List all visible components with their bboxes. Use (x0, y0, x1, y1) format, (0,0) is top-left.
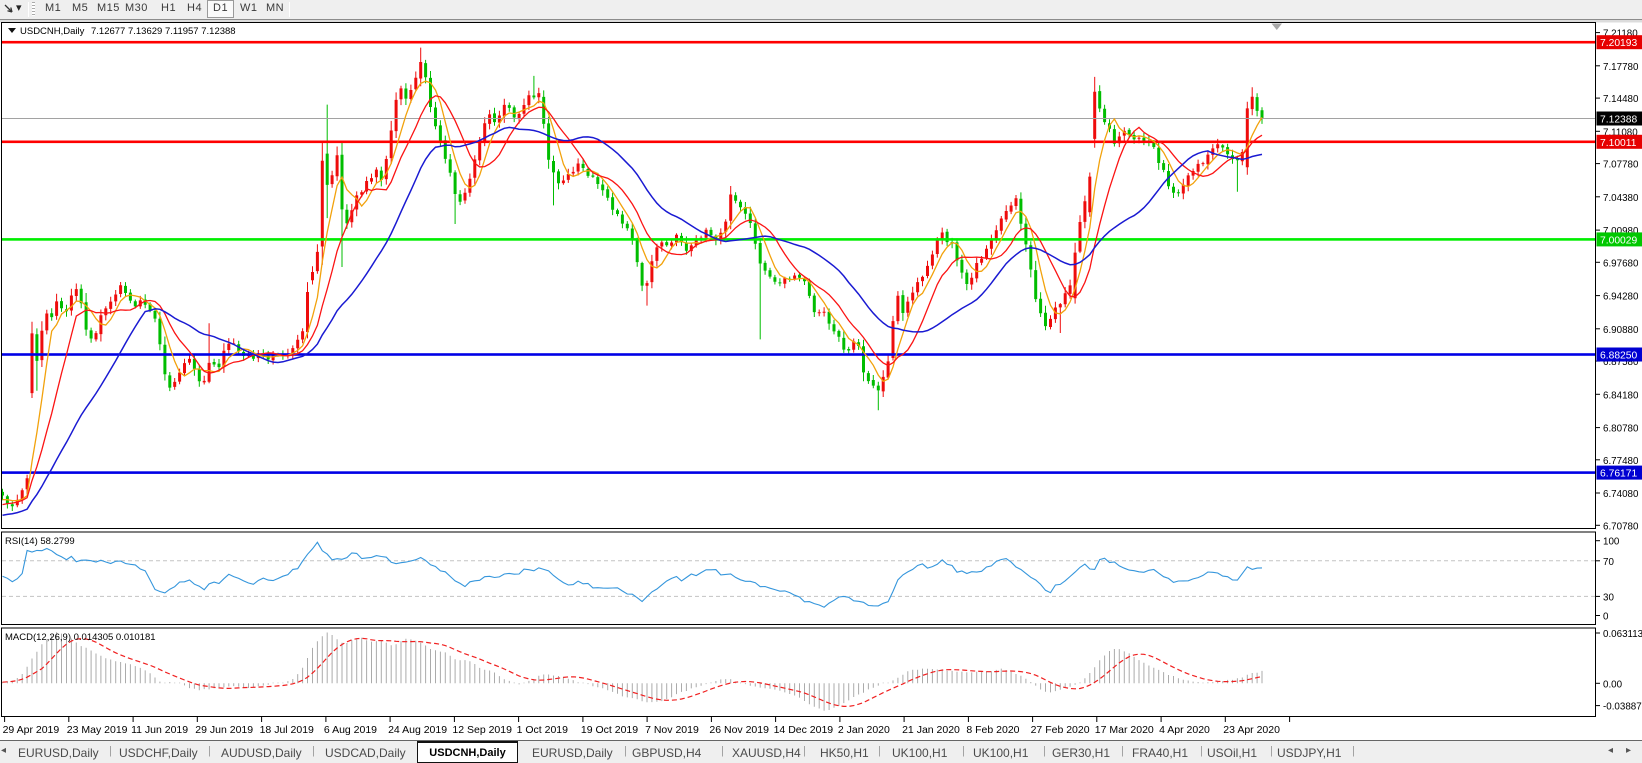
svg-text:29 Jun 2019: 29 Jun 2019 (195, 724, 253, 736)
svg-text:7.00029: 7.00029 (1600, 235, 1637, 246)
svg-text:29 Apr 2019: 29 Apr 2019 (3, 724, 60, 736)
svg-text:23 May 2019: 23 May 2019 (67, 724, 128, 736)
svg-text:6.76171: 6.76171 (1600, 469, 1637, 480)
svg-text:14 Dec 2019: 14 Dec 2019 (774, 724, 834, 736)
svg-text:23 Apr 2020: 23 Apr 2020 (1223, 724, 1280, 736)
svg-text:7.20193: 7.20193 (1600, 38, 1637, 49)
svg-text:6.87580: 6.87580 (1603, 357, 1639, 368)
svg-text:7.17780: 7.17780 (1603, 62, 1639, 73)
svg-text:7.00980: 7.00980 (1603, 226, 1639, 237)
svg-text:1 Oct 2019: 1 Oct 2019 (517, 724, 569, 736)
svg-text:24 Aug 2019: 24 Aug 2019 (388, 724, 447, 736)
svg-text:70: 70 (1603, 557, 1614, 568)
svg-text:30: 30 (1603, 592, 1614, 603)
svg-text:11 Jun 2019: 11 Jun 2019 (131, 724, 188, 736)
svg-text:0: 0 (1603, 612, 1609, 623)
svg-text:RSI(14) 58.2799: RSI(14) 58.2799 (5, 536, 75, 547)
svg-text:6.74080: 6.74080 (1603, 489, 1639, 500)
svg-text:7.10011: 7.10011 (1600, 138, 1637, 149)
svg-text:2 Jan 2020: 2 Jan 2020 (838, 724, 890, 736)
svg-text:6.88250: 6.88250 (1600, 351, 1637, 362)
svg-text:7.04380: 7.04380 (1603, 193, 1639, 204)
svg-text:6.80780: 6.80780 (1603, 424, 1639, 435)
svg-text:100: 100 (1603, 537, 1620, 548)
svg-text:7.14480: 7.14480 (1603, 94, 1639, 105)
svg-text:6.90880: 6.90880 (1603, 325, 1639, 336)
svg-text:7.12677 7.13629 7.11957 7.1238: 7.12677 7.13629 7.11957 7.12388 (91, 26, 236, 37)
svg-text:12 Sep 2019: 12 Sep 2019 (452, 724, 512, 736)
svg-text:17 Mar 2020: 17 Mar 2020 (1095, 724, 1154, 736)
svg-text:18 Jul 2019: 18 Jul 2019 (260, 724, 314, 736)
svg-text:21 Jan 2020: 21 Jan 2020 (902, 724, 960, 736)
svg-text:8 Feb 2020: 8 Feb 2020 (966, 724, 1019, 736)
svg-text:6.70780: 6.70780 (1603, 521, 1639, 532)
svg-text:0.00: 0.00 (1603, 679, 1623, 690)
svg-text:6.94280: 6.94280 (1603, 292, 1639, 303)
svg-text:6.84180: 6.84180 (1603, 390, 1639, 401)
svg-text:7.21180: 7.21180 (1603, 29, 1638, 40)
svg-text:7.11080: 7.11080 (1603, 127, 1638, 138)
svg-text:6 Aug 2019: 6 Aug 2019 (324, 724, 377, 736)
svg-text:7 Nov 2019: 7 Nov 2019 (645, 724, 699, 736)
svg-text:USDCNH,Daily: USDCNH,Daily (20, 26, 85, 37)
svg-text:19 Oct 2019: 19 Oct 2019 (581, 724, 638, 736)
svg-text:26 Nov 2019: 26 Nov 2019 (709, 724, 769, 736)
svg-text:6.77480: 6.77480 (1603, 456, 1639, 467)
svg-text:0.063113: 0.063113 (1603, 629, 1642, 640)
svg-text:MACD(12,26,9) 0.014305 0.01018: MACD(12,26,9) 0.014305 0.010181 (5, 632, 156, 643)
svg-text:7.12388: 7.12388 (1600, 115, 1637, 126)
svg-text:7.07780: 7.07780 (1603, 160, 1639, 171)
svg-text:27 Feb 2020: 27 Feb 2020 (1031, 724, 1090, 736)
svg-text:4 Apr 2020: 4 Apr 2020 (1159, 724, 1210, 736)
svg-text:6.97680: 6.97680 (1603, 258, 1639, 269)
